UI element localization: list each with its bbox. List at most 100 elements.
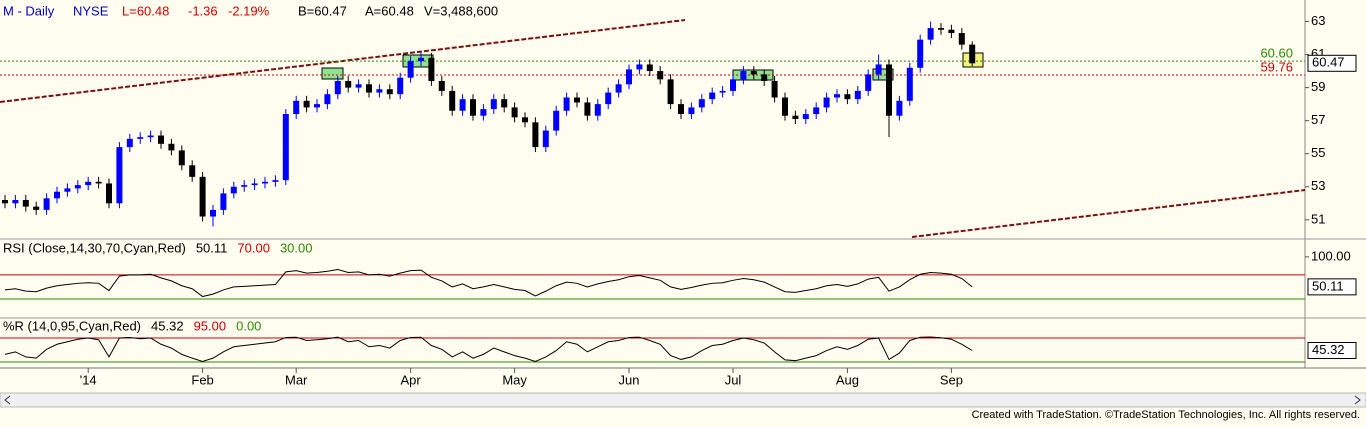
candle-body [22,199,29,207]
scroll-right[interactable] [1354,395,1361,405]
candle-body [646,64,653,72]
candle-body [802,114,809,119]
y-tick-label: 51 [1311,211,1325,226]
x-tick-label: Aug [836,372,859,387]
candle-body [511,107,518,118]
level-label: 59.76 [1260,59,1293,74]
value-box [1307,342,1357,360]
candle-body [875,64,882,75]
candle-body [834,94,840,98]
x-tick-label: Sep [940,372,963,387]
y-tick-label: 55 [1311,145,1325,160]
change-pct: -2.19% [228,3,270,18]
candle-body [449,90,456,111]
last-price-label: 60.47 [1312,55,1345,70]
candle-body [33,206,40,210]
candle-body [782,97,788,116]
candle-body [761,74,768,81]
indicator-title: RSI (Close,14,30,70,Cyan,Red) [3,240,186,255]
y-tick-label: 100.00 [1311,248,1351,263]
trendline [911,189,1306,238]
x-tick-label: May [502,372,527,387]
candle-body [220,193,227,210]
candle-body [792,115,799,119]
candle-body [376,89,383,93]
indicator-level: 70.00 [237,240,270,255]
candle-body [158,135,164,144]
pattern-box [321,67,344,80]
candle-body [314,104,320,108]
candle-body [532,122,539,148]
candle-body [230,186,237,194]
candle-body [938,28,944,30]
indicator-level: 95.00 [194,318,227,333]
candle-body [251,183,258,186]
candle-body [948,29,955,34]
change: -1.36 [188,3,218,18]
candle-body [470,99,476,116]
exchange: NYSE [73,3,109,18]
symbol: M - Daily [3,3,55,18]
candle-body [210,209,216,217]
candle-body [334,80,341,95]
candle-body [293,100,300,115]
scroll-left[interactable] [4,395,11,405]
last-price-box [1307,54,1357,72]
candle-body [626,69,632,85]
candle-body [459,99,466,111]
candle-body [886,64,892,116]
bid: B=60.47 [298,3,347,18]
candle-body [85,181,92,186]
candle-body [698,99,705,108]
candle-body [958,33,965,45]
candle-body [553,110,560,131]
candle-body [740,71,747,80]
candle-body [324,94,331,105]
candle-body [137,137,144,139]
candle-body [282,114,289,181]
candle-body [917,39,924,68]
trendline [0,19,686,103]
value-box-label: 45.32 [1312,342,1345,357]
candle-body [418,57,424,62]
candle-body [594,104,601,116]
candle-body [438,80,445,91]
candle-body [272,180,279,182]
candle-body [147,135,154,138]
pattern-box [872,68,894,81]
candle-body [563,97,570,111]
candle-body [43,198,50,210]
indicator-value: 45.32 [151,318,184,333]
y-tick-label: 53 [1311,178,1325,193]
candle-body [345,80,352,88]
indicator-title: %R (14,0,95,Cyan,Red) [3,318,141,333]
candle-body [667,79,674,105]
candle-body [490,99,497,110]
candle-body [2,199,8,204]
candle-body [542,130,549,148]
scrollbar[interactable] [0,392,1366,408]
candle-body [126,138,133,148]
candle-body [54,191,60,199]
candle-body [106,183,112,204]
x-tick-label: Jun [619,372,640,387]
x-tick-label: Feb [191,372,213,387]
candle-body [386,89,393,95]
candle-body [709,92,716,100]
candle-body [74,185,81,189]
indicator-line [4,268,973,298]
candle-body [636,64,643,70]
candle-body [854,90,861,100]
x-tick-label: Apr [400,372,421,387]
indicator-line [4,336,973,362]
x-tick-label: Mar [285,372,308,387]
candle-body [678,104,684,115]
level-label: 60.60 [1260,46,1293,61]
candle-body [407,61,414,78]
candle-body [366,84,372,93]
candle-body [189,165,196,177]
candle-body [199,176,206,217]
value-box-label: 50.11 [1312,278,1344,293]
candle-body [178,150,185,166]
candle-body [719,90,726,93]
